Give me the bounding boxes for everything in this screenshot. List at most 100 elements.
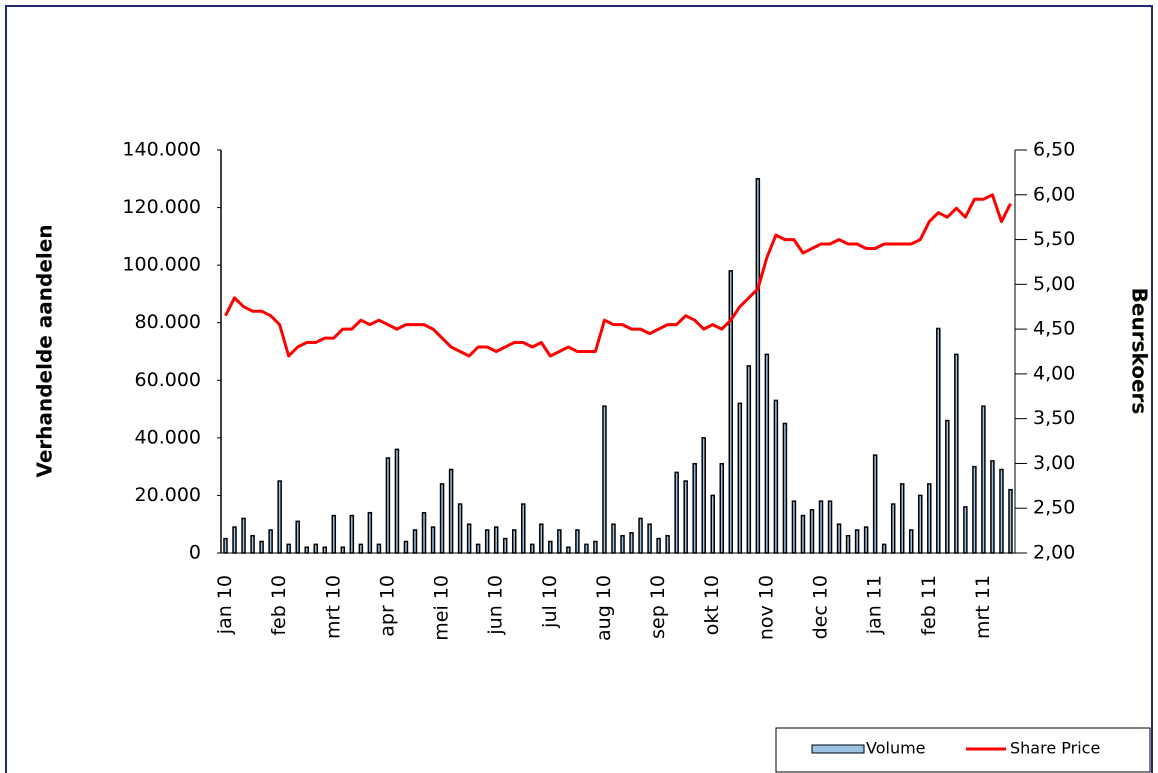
bar [665, 534, 670, 554]
x-tick-label: mrt 10 [322, 575, 344, 639]
x-tick-label: jul 10 [539, 575, 561, 629]
legend-swatch [811, 744, 865, 754]
y-tick-label: 20.000 [135, 484, 201, 506]
bar [530, 543, 535, 554]
bar [981, 405, 986, 554]
bar [548, 540, 553, 554]
bar [557, 529, 562, 554]
y2-tick-label: 6,50 [1033, 139, 1075, 161]
bar [602, 405, 607, 554]
bar [872, 454, 878, 554]
bar [358, 543, 364, 554]
bar [845, 534, 851, 554]
bar [818, 500, 824, 554]
bar [764, 353, 770, 554]
bar [448, 468, 454, 554]
bar [277, 480, 282, 554]
bar [385, 457, 391, 554]
x-tick-label: feb 11 [918, 575, 940, 636]
bar [313, 543, 318, 554]
y-tick-label: 40.000 [135, 426, 201, 448]
bar [773, 399, 779, 554]
bar [854, 529, 860, 554]
bar [268, 529, 273, 554]
y2-axis-title: Beurskoers [1128, 288, 1152, 415]
bar [304, 546, 309, 554]
x-tick-label: mei 10 [431, 575, 453, 641]
frame [5, 5, 1153, 773]
bar [701, 437, 706, 554]
y-tick-label: 60.000 [135, 369, 201, 391]
bar [737, 402, 743, 554]
y-tick-label: 120.000 [122, 196, 201, 218]
y2-tick-label: 5,50 [1033, 228, 1075, 250]
bar [674, 471, 679, 554]
bar [999, 468, 1004, 554]
y2-tick-label: 2,50 [1033, 497, 1075, 519]
bar [647, 523, 652, 554]
x-tick-label: jun 10 [485, 575, 507, 636]
bar [511, 529, 517, 554]
bar [863, 526, 869, 554]
y2-tick-label: 6,00 [1033, 183, 1075, 205]
y2-tick-label: 5,00 [1033, 273, 1075, 295]
bar [936, 327, 941, 554]
bar [746, 365, 752, 554]
bar [656, 537, 661, 554]
bar [232, 526, 237, 554]
bar [466, 523, 472, 554]
bar [295, 520, 300, 554]
legend-label: Share Price [1010, 739, 1100, 758]
bar [809, 509, 815, 554]
bar [782, 422, 788, 554]
x-tick-label: apr 10 [376, 575, 398, 637]
bar [836, 523, 842, 554]
y2-tick-label: 3,00 [1033, 452, 1075, 474]
y2-tick-label: 2,00 [1033, 542, 1075, 564]
bar [286, 543, 291, 554]
bar [250, 534, 255, 554]
x-tick-label: okt 10 [701, 575, 723, 635]
bar [638, 517, 643, 554]
bar [963, 506, 968, 554]
y-tick-label: 80.000 [135, 311, 201, 333]
bar [394, 448, 400, 554]
x-tick-label: mrt 11 [972, 575, 994, 639]
y2-tick-label: 4,00 [1033, 362, 1075, 384]
bar [331, 514, 337, 554]
bar [349, 514, 355, 554]
bar [340, 546, 346, 554]
bar [475, 543, 481, 554]
bar [620, 534, 625, 554]
bar [629, 532, 634, 554]
y-tick-label: 140.000 [122, 139, 201, 161]
bar [800, 514, 806, 554]
bar [945, 419, 950, 554]
bar [376, 543, 382, 554]
bar [575, 529, 580, 554]
bar [719, 463, 725, 554]
bar [457, 503, 463, 554]
bar [890, 503, 896, 554]
bar [611, 523, 616, 554]
y2-tick-label: 3,50 [1033, 407, 1075, 429]
y2-tick-label: 4,50 [1033, 318, 1075, 340]
x-tick-label: aug 10 [593, 575, 615, 641]
x-tick-label: jan 11 [864, 575, 886, 635]
bar [927, 483, 932, 554]
y-tick-label: 0 [189, 542, 201, 564]
bar [683, 480, 688, 554]
bar [1008, 488, 1013, 554]
bar [755, 178, 761, 554]
bar [692, 463, 697, 554]
bar [502, 537, 508, 554]
x-tick-label: nov 10 [755, 575, 777, 640]
bar [728, 270, 734, 554]
bar [439, 483, 445, 554]
bar [710, 494, 715, 554]
bar [972, 465, 977, 554]
bar [584, 543, 589, 554]
bar [493, 526, 499, 554]
x-tick-label: jan 10 [214, 575, 236, 635]
